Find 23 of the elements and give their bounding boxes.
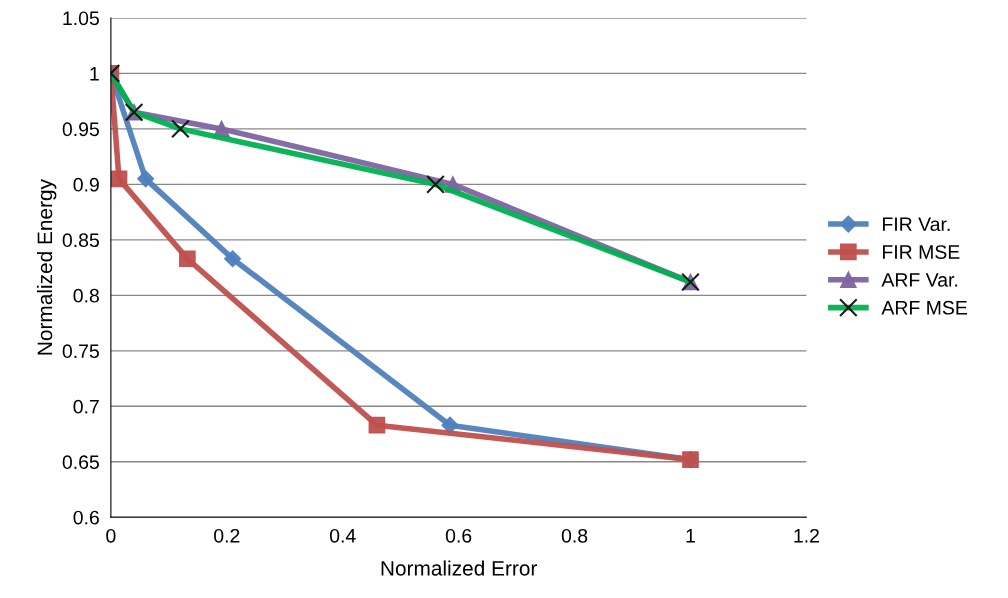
y-tick-label: 1.05 xyxy=(63,11,99,26)
x-tick-label: 1.2 xyxy=(794,528,819,543)
x-axis-title: Normalized Error xyxy=(381,560,538,576)
x-tick-label: 0.2 xyxy=(214,528,240,543)
x-tick-label: 0 xyxy=(106,528,116,543)
y-tick-label: 0.7 xyxy=(73,399,99,414)
y-tick-label: 0.9 xyxy=(73,177,99,192)
y-tick-label: 0.65 xyxy=(62,455,99,470)
x-tick-label: 0.6 xyxy=(445,528,472,543)
y-tick-label: 1 xyxy=(90,67,99,81)
y-tick-label: 0.85 xyxy=(62,233,99,248)
legend-label: FIR MSE xyxy=(883,245,960,259)
x-tick-label: 0.8 xyxy=(561,528,588,543)
x-tick-label: 1 xyxy=(686,529,695,543)
y-tick-label: 0.95 xyxy=(62,122,99,137)
y-tick-label: 0.75 xyxy=(62,344,99,359)
y-tick-label: 0.8 xyxy=(73,288,99,303)
x-tick-label: 0.4 xyxy=(329,528,356,543)
legend-label: ARF MSE xyxy=(881,300,967,315)
y-axis-title: Normalized Energy xyxy=(36,179,57,355)
legend-label: FIR Var. xyxy=(883,217,950,232)
legend-label: ARF Var. xyxy=(881,273,958,287)
y-tick-label: 0.6 xyxy=(73,510,99,525)
